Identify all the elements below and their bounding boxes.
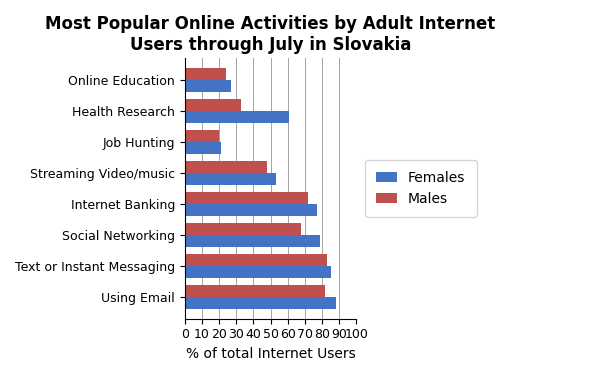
Bar [185,80,231,92]
Bar [185,285,326,297]
Bar [185,235,320,247]
Bar [185,254,327,266]
Title: Most Popular Online Activities by Adult Internet
Users through July in Slovakia: Most Popular Online Activities by Adult … [45,15,496,54]
Bar [185,223,302,235]
Bar [185,142,221,154]
Bar [185,130,219,142]
Bar [185,297,336,309]
Bar [185,99,241,111]
Bar [185,111,289,123]
Legend: Females, Males: Females, Males [365,160,476,217]
Bar [185,173,276,185]
Bar [185,266,330,278]
Bar [185,192,308,204]
X-axis label: % of total Internet Users: % of total Internet Users [186,347,355,361]
Bar [185,68,226,80]
Bar [185,161,267,173]
Bar [185,204,317,216]
